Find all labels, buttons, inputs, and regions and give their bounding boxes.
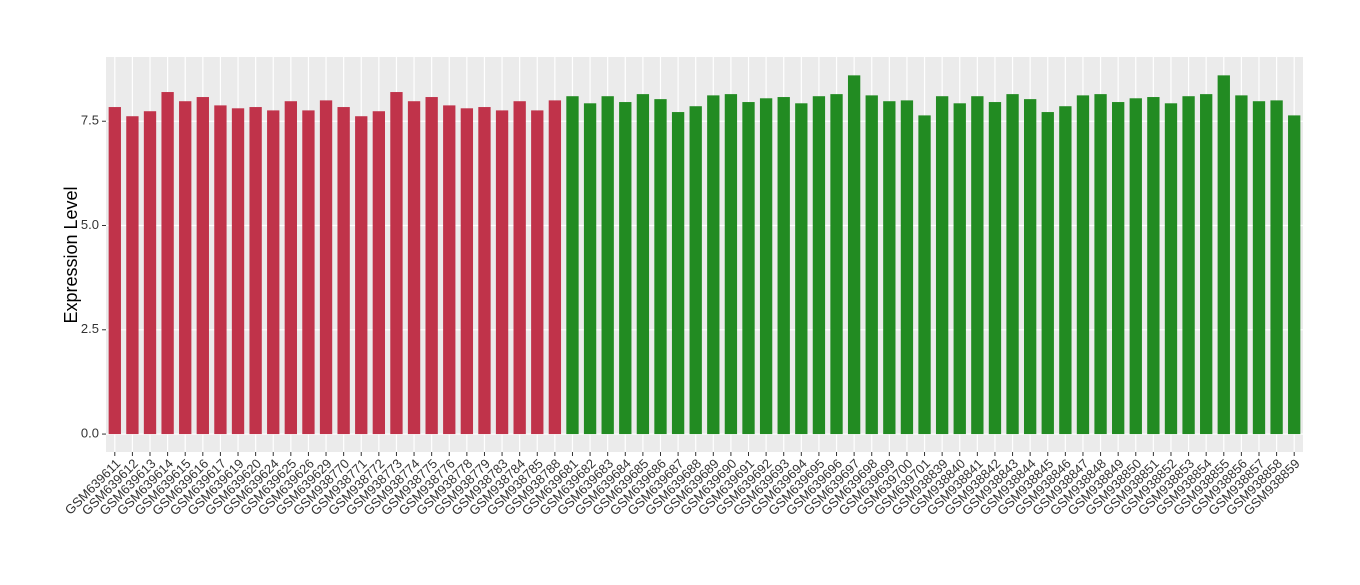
y-tick-label: 5.0 <box>81 217 99 232</box>
bar <box>830 94 843 435</box>
bar <box>953 103 966 435</box>
bar <box>900 100 914 435</box>
y-tick-label: 0.0 <box>81 426 99 441</box>
bar <box>1164 103 1178 435</box>
bar <box>1112 102 1125 435</box>
bar <box>724 94 738 435</box>
bar <box>443 105 456 435</box>
bar <box>1252 101 1266 435</box>
bar <box>460 108 474 435</box>
bar <box>1076 95 1090 435</box>
bar <box>319 100 333 435</box>
bar <box>1094 94 1107 435</box>
bar <box>337 107 350 435</box>
bar <box>267 110 280 435</box>
bar <box>918 115 931 435</box>
bar <box>390 92 403 435</box>
bar <box>988 102 1002 435</box>
bar <box>214 105 227 435</box>
bar <box>1288 115 1301 435</box>
bar <box>777 97 790 435</box>
bar <box>566 96 579 435</box>
bar <box>249 107 262 435</box>
bar <box>284 101 297 435</box>
bar <box>1041 112 1054 435</box>
bar <box>583 103 597 435</box>
bar <box>231 108 245 435</box>
bar <box>1182 96 1195 435</box>
bar <box>143 111 157 435</box>
bar <box>548 100 562 435</box>
bar <box>1023 99 1037 435</box>
bar <box>1129 98 1142 435</box>
bar <box>1270 100 1283 435</box>
bar <box>795 103 808 435</box>
bar <box>126 116 139 435</box>
bar <box>1217 75 1230 435</box>
bar <box>654 99 667 435</box>
bar <box>935 96 949 435</box>
bar <box>355 116 368 435</box>
bar <box>707 95 720 435</box>
bar <box>865 95 878 435</box>
bar <box>742 102 755 435</box>
bar <box>601 96 614 435</box>
bar <box>1147 97 1160 435</box>
bar <box>302 110 315 435</box>
bar <box>619 102 632 435</box>
bar <box>161 92 174 435</box>
bar <box>1059 106 1072 435</box>
bar <box>108 107 121 435</box>
bar <box>513 101 526 435</box>
bar <box>759 98 773 435</box>
bar <box>1235 95 1248 435</box>
bar <box>425 97 438 435</box>
y-tick-label: 2.5 <box>81 321 99 336</box>
bar <box>179 101 192 435</box>
bar <box>971 96 984 435</box>
bar <box>847 75 861 435</box>
bar <box>812 96 826 435</box>
bar <box>531 110 544 435</box>
bar <box>1200 94 1213 435</box>
bar <box>495 110 509 435</box>
bar <box>372 111 386 435</box>
bar <box>196 97 209 435</box>
bar <box>1006 94 1019 435</box>
bar <box>883 101 896 435</box>
bar <box>671 112 685 435</box>
bar <box>636 94 650 435</box>
bar <box>478 107 491 435</box>
bar <box>689 106 702 435</box>
y-axis-label: Expression Level <box>61 186 81 323</box>
y-tick-label: 7.5 <box>81 113 99 128</box>
bar <box>407 101 421 435</box>
